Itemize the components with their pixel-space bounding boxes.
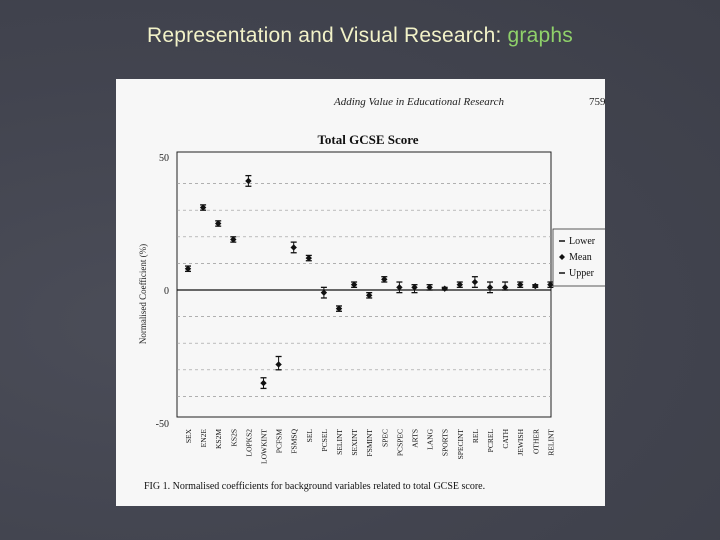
x-tick-label: REL [471, 429, 480, 444]
mean-marker [381, 276, 388, 283]
x-tick-label: PCSEL [320, 429, 329, 452]
mean-marker [441, 285, 448, 292]
mean-marker [471, 278, 479, 286]
legend-lower-label: Lower [569, 236, 596, 247]
legend-mean-marker [559, 254, 565, 260]
x-tick-label: PCSPEC [395, 429, 404, 456]
mean-marker [305, 254, 312, 262]
x-tick-label: SEL [305, 429, 314, 443]
x-tick-label: SPECINT [456, 429, 465, 460]
x-tick-label: PCFSM [275, 429, 284, 454]
x-tick-label: KS2M [214, 429, 223, 449]
mean-marker [335, 305, 343, 312]
journal-title: Adding Value in Educational Research [333, 96, 505, 108]
mean-marker [260, 379, 267, 387]
legend: Lower Mean Upper [552, 228, 605, 287]
scanned-page: Adding Value in Educational Research 759… [116, 79, 605, 506]
x-tick-label: RELINT [546, 429, 555, 456]
mean-marker [230, 236, 237, 243]
x-tick-label: SEX [184, 428, 193, 443]
x-tick-label: SPORTS [441, 429, 450, 456]
mean-marker [532, 282, 539, 290]
gridlines [177, 183, 551, 397]
data-marks [184, 174, 554, 390]
x-tick-label: LOPKS2 [244, 429, 253, 457]
mean-marker [456, 281, 463, 288]
x-tick-label: JEWISH [516, 428, 525, 455]
x-tick-label: FSMINT [365, 429, 374, 457]
y-tick-label: 0 [164, 286, 169, 297]
x-tick-label: SELINT [335, 429, 344, 455]
chart-title: Total GCSE Score [317, 132, 418, 147]
x-tick-label: LOWKINT [260, 429, 269, 464]
legend-mean-label: Mean [569, 252, 592, 263]
y-tick-label: 50 [159, 153, 169, 164]
mean-marker [275, 361, 282, 368]
mean-marker [350, 281, 358, 288]
slide-title-highlight: graphs [507, 24, 573, 47]
mean-marker [215, 220, 222, 227]
y-axis-label: Normalised Coefficient (%) [138, 244, 148, 344]
slide-title-main: Representation and Visual Research: [147, 24, 508, 47]
mean-marker [366, 292, 373, 299]
x-tick-labels: SEX EN2E KS2M KS2S LOPKS2 LOWKINT PCFSM FSMSQ SE… [184, 428, 555, 464]
y-tick-label: -50 [156, 419, 169, 430]
mean-marker [245, 177, 252, 185]
x-tick-label: PCREL [486, 429, 495, 453]
x-tick-label: SPEC [380, 429, 389, 447]
mean-marker [199, 204, 207, 211]
page-number: 759 [589, 96, 605, 108]
plot-frame [176, 151, 552, 418]
x-tick-label: EN2E [199, 429, 208, 448]
x-tick-label: CATH [501, 428, 510, 448]
figure-caption: FIG 1. Normalised coefficients for backg… [144, 481, 485, 492]
slide-title: Representation and Visual Research: grap… [0, 24, 720, 48]
x-tick-label: LANG [426, 428, 435, 449]
mean-marker [290, 244, 297, 251]
legend-upper-label: Upper [569, 268, 595, 279]
figure-svg: Adding Value in Educational Research 759… [138, 96, 605, 492]
x-tick-label: OTHER [531, 429, 540, 454]
x-tick-label: ARTS [411, 429, 420, 448]
x-tick-label: SEXINT [350, 429, 359, 456]
x-tick-label: FSMSQ [290, 428, 299, 453]
x-tick-label: KS2S [229, 429, 238, 447]
mean-marker [547, 281, 554, 288]
